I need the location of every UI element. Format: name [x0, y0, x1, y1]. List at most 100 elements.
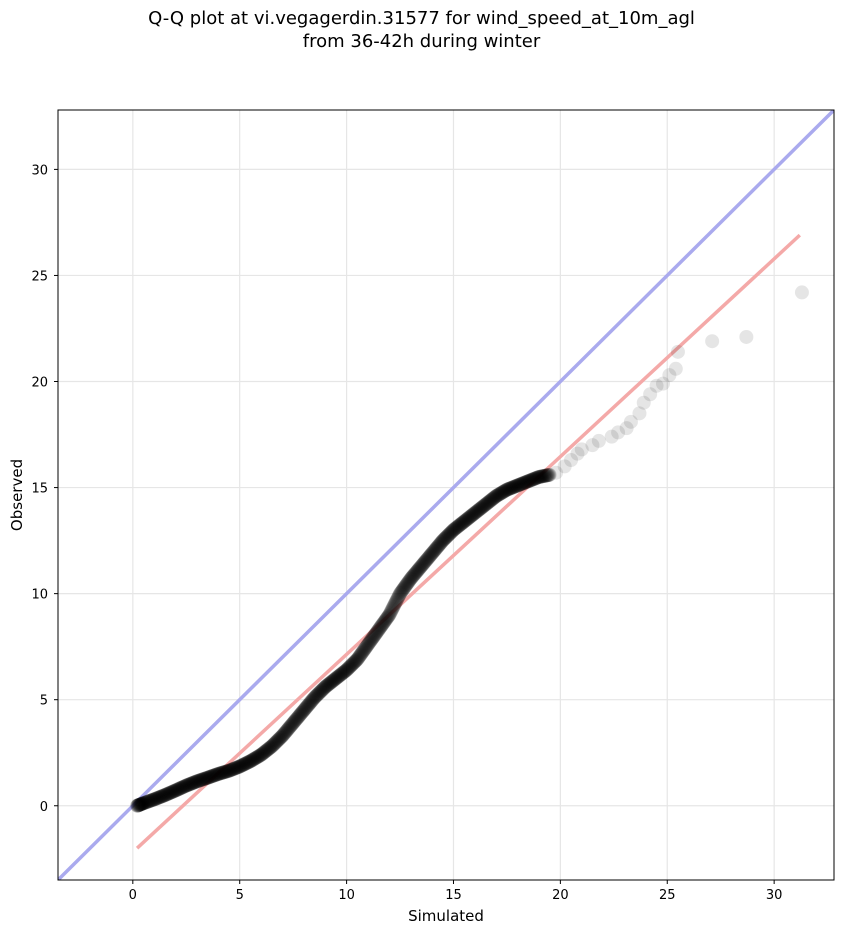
data-point	[412, 561, 427, 576]
data-point	[530, 470, 545, 485]
data-point	[430, 539, 445, 554]
data-point	[284, 717, 299, 732]
data-point	[237, 757, 252, 772]
data-point	[249, 750, 264, 765]
data-point	[475, 500, 490, 515]
data-point	[303, 695, 318, 710]
data-point	[139, 795, 154, 810]
data-point	[207, 768, 222, 783]
data-point	[482, 494, 497, 509]
data-point	[372, 621, 387, 636]
data-point	[510, 478, 525, 493]
data-point	[434, 534, 449, 549]
data-point	[146, 792, 161, 807]
data-point	[301, 697, 316, 712]
data-point	[134, 796, 149, 811]
data-point	[334, 667, 349, 682]
data-point	[527, 471, 542, 486]
data-point	[321, 677, 336, 692]
data-point	[457, 514, 472, 529]
data-point	[512, 477, 527, 492]
data-point	[468, 505, 483, 520]
data-point	[408, 566, 423, 581]
data-point	[211, 766, 226, 781]
data-point	[705, 334, 720, 349]
data-point	[377, 614, 392, 629]
data-point	[351, 650, 366, 665]
data-point	[498, 483, 513, 498]
y-tick-label: 0	[40, 800, 48, 815]
data-point	[187, 775, 202, 790]
data-point	[223, 763, 238, 778]
data-point	[251, 749, 266, 764]
data-point	[185, 776, 200, 791]
data-point	[403, 572, 418, 587]
data-point	[403, 571, 418, 586]
data-point	[287, 714, 302, 729]
data-point	[333, 668, 348, 683]
data-point	[670, 344, 685, 359]
data-point	[210, 767, 225, 782]
data-point	[299, 700, 314, 715]
data-point	[343, 659, 358, 674]
data-point	[435, 534, 450, 549]
x-tick-label: 0	[129, 888, 137, 903]
data-point	[480, 495, 495, 510]
data-point	[507, 479, 522, 494]
data-point	[522, 473, 537, 488]
data-point	[326, 673, 341, 688]
data-point	[178, 778, 193, 793]
data-point	[496, 484, 511, 499]
data-point	[351, 650, 366, 665]
data-point	[440, 529, 455, 544]
data-point	[267, 736, 282, 751]
data-point	[379, 611, 394, 626]
data-point	[350, 652, 365, 667]
data-point	[524, 472, 539, 487]
data-point	[157, 788, 172, 803]
data-point	[531, 469, 546, 484]
data-point	[290, 710, 305, 725]
data-point	[242, 754, 257, 769]
data-point	[215, 765, 230, 780]
data-point	[411, 562, 426, 577]
data-point	[315, 682, 330, 697]
data-point	[318, 679, 333, 694]
data-point	[133, 797, 148, 812]
data-point	[193, 773, 208, 788]
data-point	[147, 792, 162, 807]
data-point	[349, 653, 364, 668]
data-point	[306, 691, 321, 706]
data-point	[536, 469, 551, 484]
data-point	[443, 525, 458, 540]
data-point	[242, 754, 257, 769]
data-point	[520, 474, 535, 489]
data-point	[406, 567, 421, 582]
data-point	[176, 780, 191, 795]
data-point	[146, 792, 161, 807]
data-point	[161, 786, 176, 801]
data-point	[396, 582, 411, 597]
data-point	[247, 751, 262, 766]
data-point	[205, 769, 220, 784]
data-point	[441, 527, 456, 542]
data-point	[523, 473, 538, 488]
data-point	[132, 797, 147, 812]
data-point	[180, 778, 195, 793]
data-point	[192, 773, 207, 788]
data-point	[279, 724, 294, 739]
data-point	[480, 496, 495, 511]
data-point	[484, 492, 499, 507]
data-point	[191, 773, 206, 788]
data-point	[358, 641, 373, 656]
data-point	[228, 761, 243, 775]
data-point	[247, 751, 262, 766]
data-point	[448, 521, 463, 536]
data-point	[433, 536, 448, 551]
data-point	[528, 471, 543, 486]
data-point	[423, 548, 438, 563]
data-point	[535, 469, 550, 484]
data-point	[250, 750, 265, 765]
data-point	[258, 744, 273, 759]
